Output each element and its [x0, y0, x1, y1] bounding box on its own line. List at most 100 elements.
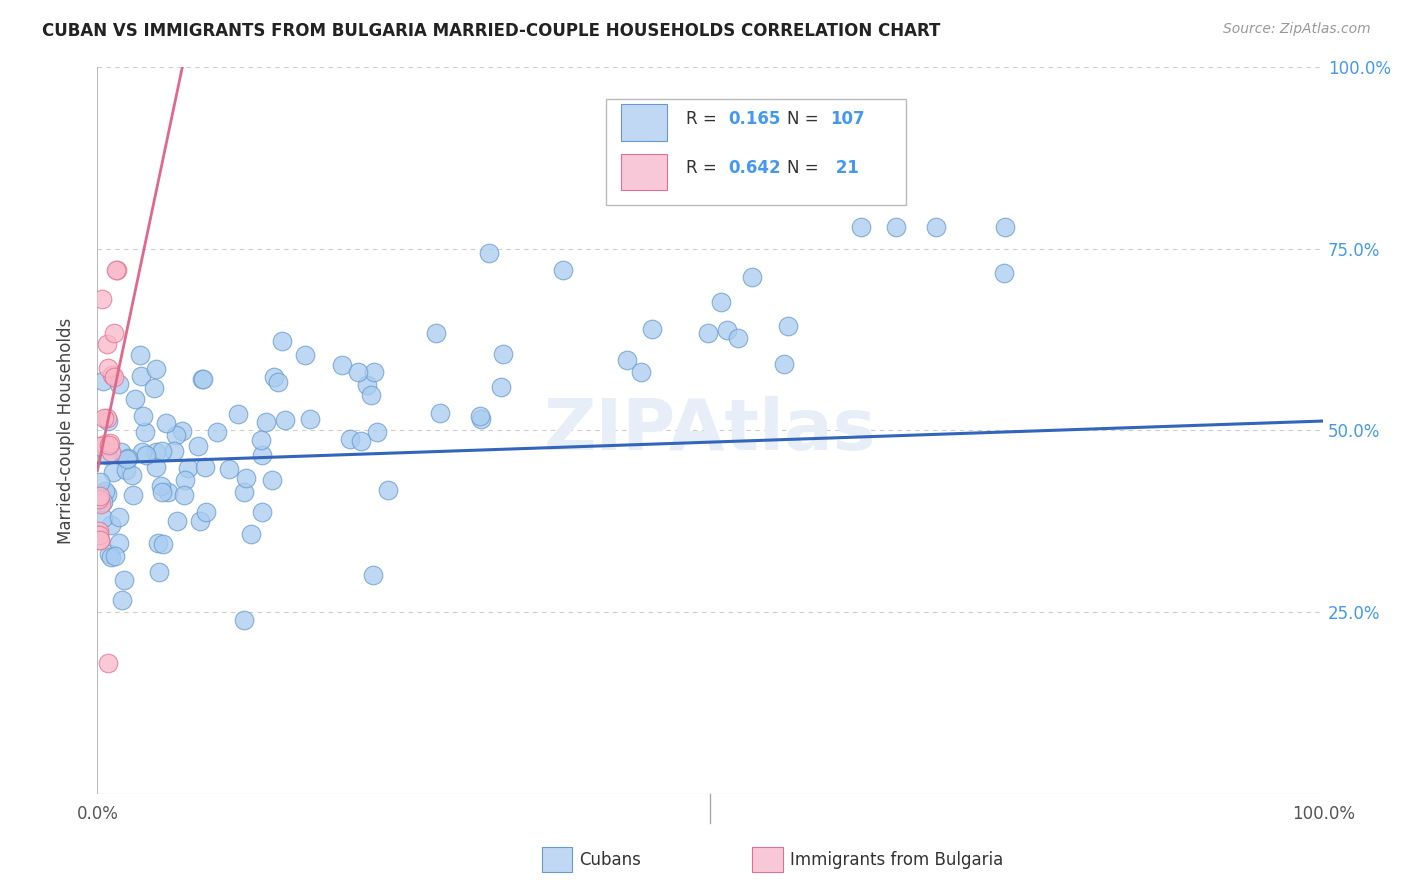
- Point: [366, 425, 388, 439]
- Point: [188, 514, 211, 528]
- Point: [91, 293, 114, 307]
- Point: [105, 263, 128, 277]
- Point: [96, 410, 118, 425]
- Point: [630, 365, 652, 379]
- Point: [478, 245, 501, 260]
- Point: [250, 505, 273, 519]
- Point: [191, 371, 214, 385]
- Point: [254, 415, 277, 429]
- Point: [112, 574, 135, 588]
- Point: [166, 514, 188, 528]
- Text: CUBAN VS IMMIGRANTS FROM BULGARIA MARRIED-COUPLE HOUSEHOLDS CORRELATION CHART: CUBAN VS IMMIGRANTS FROM BULGARIA MARRIE…: [42, 22, 941, 40]
- Point: [134, 425, 156, 439]
- Point: [194, 505, 217, 519]
- Point: [115, 463, 138, 477]
- Point: [150, 478, 173, 492]
- Point: [218, 462, 240, 476]
- Point: [330, 358, 353, 372]
- Point: [267, 375, 290, 389]
- Point: [356, 377, 378, 392]
- Point: [187, 439, 209, 453]
- Point: [145, 445, 167, 459]
- Point: [142, 382, 165, 396]
- Point: [274, 413, 297, 427]
- Point: [89, 489, 111, 503]
- Point: [105, 263, 128, 277]
- Point: [89, 489, 111, 503]
- Point: [641, 322, 664, 336]
- Point: [252, 448, 274, 462]
- Point: [131, 409, 153, 423]
- FancyBboxPatch shape: [621, 154, 668, 190]
- Text: 0.165: 0.165: [728, 110, 780, 128]
- Point: [145, 459, 167, 474]
- FancyBboxPatch shape: [621, 104, 668, 141]
- Point: [98, 436, 121, 450]
- Point: [91, 374, 114, 388]
- Point: [110, 593, 132, 607]
- Point: [131, 445, 153, 459]
- Text: 0.642: 0.642: [728, 160, 782, 178]
- Point: [294, 348, 316, 362]
- Point: [339, 432, 361, 446]
- Text: R =: R =: [686, 160, 721, 178]
- Point: [778, 318, 800, 333]
- Point: [97, 657, 120, 671]
- Point: [249, 433, 271, 447]
- Point: [994, 219, 1017, 234]
- Point: [173, 488, 195, 502]
- Point: [727, 331, 749, 345]
- Point: [150, 485, 173, 500]
- Text: Immigrants from Bulgaria: Immigrants from Bulgaria: [790, 851, 1004, 869]
- Point: [489, 380, 512, 394]
- Point: [122, 488, 145, 502]
- Text: R =: R =: [686, 110, 721, 128]
- Text: Cubans: Cubans: [579, 851, 641, 869]
- Point: [97, 360, 120, 375]
- Point: [101, 465, 124, 479]
- Point: [100, 550, 122, 565]
- Point: [174, 474, 197, 488]
- Point: [100, 518, 122, 533]
- Point: [104, 549, 127, 563]
- Text: Source: ZipAtlas.com: Source: ZipAtlas.com: [1223, 22, 1371, 37]
- Point: [97, 414, 120, 428]
- Point: [233, 485, 256, 500]
- Text: ZIPAtlas: ZIPAtlas: [544, 396, 876, 465]
- Point: [205, 425, 228, 439]
- Point: [97, 547, 120, 561]
- Point: [155, 416, 177, 430]
- Point: [157, 485, 180, 500]
- Point: [87, 492, 110, 507]
- Point: [131, 369, 153, 384]
- Point: [553, 263, 575, 277]
- Point: [165, 428, 187, 442]
- Point: [429, 406, 451, 420]
- Point: [103, 326, 125, 341]
- Point: [741, 270, 763, 285]
- Point: [263, 369, 285, 384]
- Point: [177, 460, 200, 475]
- Point: [425, 326, 447, 340]
- Point: [89, 475, 111, 490]
- Point: [135, 448, 157, 462]
- Point: [363, 365, 385, 379]
- Point: [90, 496, 112, 510]
- Point: [152, 536, 174, 550]
- Point: [89, 533, 111, 547]
- Point: [492, 346, 515, 360]
- Point: [96, 448, 118, 462]
- Point: [697, 326, 720, 340]
- Point: [98, 438, 121, 452]
- Point: [360, 388, 382, 402]
- Text: 21: 21: [831, 160, 859, 178]
- Point: [773, 357, 796, 371]
- Point: [103, 369, 125, 384]
- Point: [148, 566, 170, 580]
- Point: [262, 473, 284, 487]
- Point: [468, 409, 491, 423]
- Point: [87, 439, 110, 453]
- Point: [145, 362, 167, 376]
- Point: [350, 434, 373, 448]
- Point: [191, 372, 214, 386]
